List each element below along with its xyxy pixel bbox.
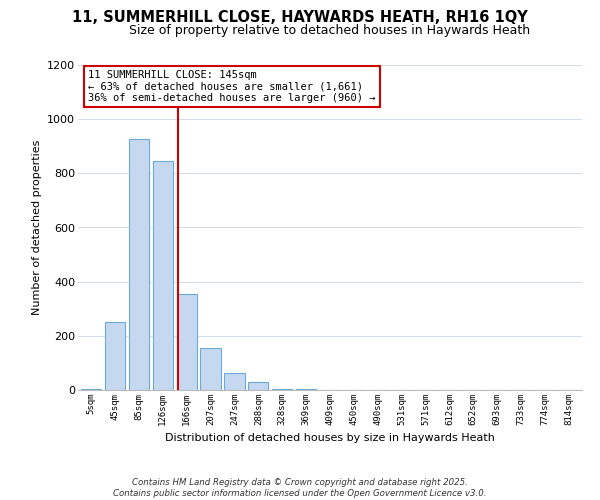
Bar (105, 322, 125, 390)
Bar (152, 161, 173, 390)
Text: 11 SUMMERHILL CLOSE: 145sqm
← 63% of detached houses are smaller (1,661)
36% of : 11 SUMMERHILL CLOSE: 145sqm ← 63% of det… (88, 70, 376, 103)
Bar (176, 294, 197, 390)
X-axis label: Distribution of detached houses by size in Haywards Heath: Distribution of detached houses by size … (165, 434, 495, 444)
Bar (248, 382, 268, 390)
Bar (224, 373, 245, 390)
Bar (129, 140, 149, 390)
Title: Size of property relative to detached houses in Haywards Heath: Size of property relative to detached ho… (130, 24, 530, 38)
Bar (272, 388, 292, 390)
Text: 11, SUMMERHILL CLOSE, HAYWARDS HEATH, RH16 1QY: 11, SUMMERHILL CLOSE, HAYWARDS HEATH, RH… (72, 10, 528, 25)
Text: Contains HM Land Registry data © Crown copyright and database right 2025.
Contai: Contains HM Land Registry data © Crown c… (113, 478, 487, 498)
Y-axis label: Number of detached properties: Number of detached properties (32, 140, 41, 315)
Bar (200, 348, 221, 390)
Bar (81, 388, 101, 390)
